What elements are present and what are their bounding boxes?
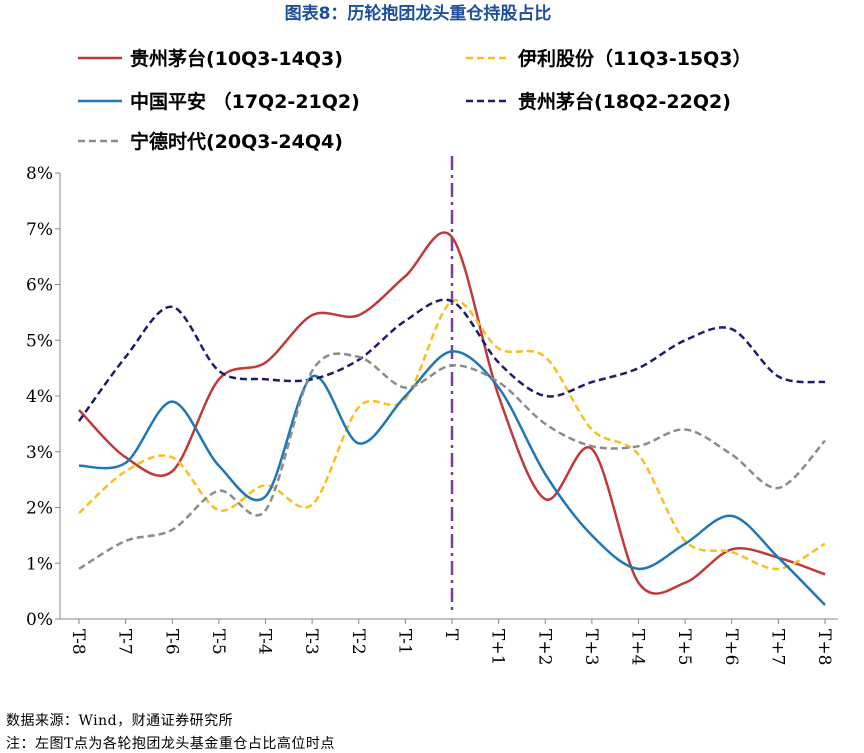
y-tick-label: 6% xyxy=(26,276,53,296)
x-tick-label: T-6 xyxy=(161,629,181,655)
series-line-5 xyxy=(78,352,826,570)
axes: 0% 1% 2% 3% 4% 5% 6% 7% 8% T-8 T-7 T-6 T-5 T-4 T-3 T-2 T… xyxy=(26,156,838,665)
y-tick-label: 4% xyxy=(26,387,53,407)
x-tick-label: T+1 xyxy=(488,629,508,665)
y-tick-label: 3% xyxy=(26,443,53,463)
y-tick-label: 5% xyxy=(26,331,53,351)
x-tick-label: T-5 xyxy=(208,629,228,655)
y-tick-label: 7% xyxy=(26,220,53,240)
x-tick-label: T xyxy=(441,629,461,641)
y-tick-label: 8% xyxy=(26,164,53,184)
legend-label: 中国平安 （17Q2-21Q2) xyxy=(130,90,360,113)
x-tick-label: T-2 xyxy=(348,629,368,655)
chart-title: 图表8：历轮抱团龙头重仓持股占比 xyxy=(285,3,552,24)
x-tick-label: T-1 xyxy=(394,629,414,655)
series-layer xyxy=(77,231,826,606)
x-tick-label: T+4 xyxy=(628,629,648,665)
legend-label: 贵州茅台(18Q2-22Q2) xyxy=(518,90,731,113)
x-tick-label: T+3 xyxy=(581,629,601,665)
legend-label: 贵州茅台(10Q3-14Q3) xyxy=(130,47,343,70)
y-tick-label: 0% xyxy=(26,610,53,630)
x-tick-label: T+6 xyxy=(721,629,741,665)
legend: 贵州茅台(10Q3-14Q3) 伊利股份（11Q3-15Q3） 中国平安 （17Q2… xyxy=(78,47,752,153)
x-tick-label: T-3 xyxy=(301,629,321,655)
x-tick-label: T+5 xyxy=(674,629,694,665)
legend-label: 伊利股份（11Q3-15Q3） xyxy=(517,47,752,70)
x-tick-label: T-4 xyxy=(255,629,275,655)
series-line-3 xyxy=(78,350,826,606)
x-tick-label: T+7 xyxy=(767,629,787,665)
chart-footnote: 注：左图T点为各轮抱团龙头基金重仓占比高位时点 xyxy=(6,736,335,752)
x-tick-label: T+2 xyxy=(534,629,554,665)
y-tick-label: 1% xyxy=(26,554,53,574)
x-tick-label: T-7 xyxy=(115,629,135,655)
x-tick-label: T-8 xyxy=(68,629,88,655)
source-note: 数据来源：Wind，财通证券研究所 xyxy=(6,713,234,729)
x-tick-label: T+8 xyxy=(814,629,834,665)
series-line-1 xyxy=(78,231,826,595)
legend-label: 宁德时代(20Q3-24Q4) xyxy=(130,130,343,153)
y-tick-label: 2% xyxy=(26,499,53,519)
series-line-4 xyxy=(77,298,826,422)
